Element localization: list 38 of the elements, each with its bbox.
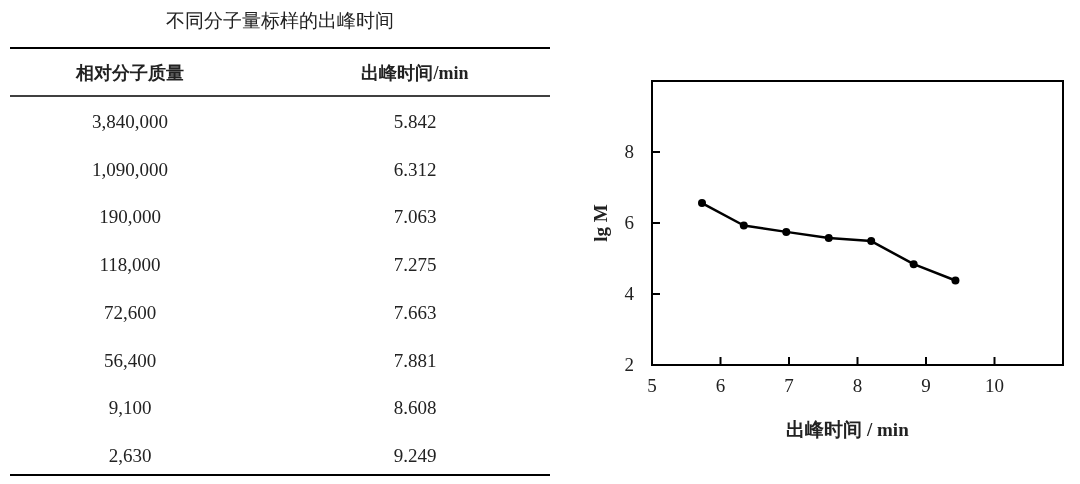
text: 3,840,000 bbox=[92, 111, 168, 132]
point bbox=[698, 199, 707, 208]
text: 7.663 bbox=[393, 301, 437, 323]
text: 出峰时间/min bbox=[361, 63, 469, 83]
x-axis-title: 出峰时间 / min bbox=[786, 419, 910, 440]
text: 7.063 bbox=[393, 206, 437, 228]
text: 190,000 bbox=[99, 206, 161, 228]
x-tick-label: 9 bbox=[921, 375, 931, 396]
text: 9.249 bbox=[393, 444, 437, 466]
text: 5.842 bbox=[393, 111, 437, 132]
text: 7.881 bbox=[393, 349, 437, 371]
text: 7.275 bbox=[393, 254, 437, 276]
text: 1,090,000 bbox=[92, 158, 168, 180]
x-tick-label: 6 bbox=[715, 375, 726, 396]
text: 9,100 bbox=[108, 397, 152, 419]
point bbox=[909, 260, 918, 269]
point bbox=[951, 276, 960, 285]
y-tick-label: 4 bbox=[624, 283, 635, 304]
y-tick-label: 8 bbox=[624, 141, 634, 162]
y-tick-label: 2 bbox=[624, 354, 634, 375]
y-tick-label: 6 bbox=[624, 212, 634, 233]
text: 118,000 bbox=[99, 254, 161, 276]
text: 8.608 bbox=[393, 397, 437, 419]
text: 2,630 bbox=[108, 444, 152, 466]
y-axis-title: lg M bbox=[590, 204, 611, 242]
point bbox=[782, 227, 791, 236]
text: 不同分子量标样的出峰时间 bbox=[166, 9, 394, 31]
x-tick-label: 8 bbox=[852, 375, 863, 396]
text: 56,400 bbox=[103, 349, 157, 371]
x-tick-label: 7 bbox=[784, 375, 794, 396]
text: 72,600 bbox=[103, 301, 157, 323]
point bbox=[867, 237, 876, 246]
point bbox=[824, 233, 833, 242]
text: 6.312 bbox=[393, 158, 437, 180]
point bbox=[739, 221, 748, 230]
x-tick-label: 5 bbox=[647, 375, 657, 396]
x-tick-label: 10 bbox=[985, 375, 1004, 396]
text: 相对分子质量 bbox=[75, 63, 184, 83]
